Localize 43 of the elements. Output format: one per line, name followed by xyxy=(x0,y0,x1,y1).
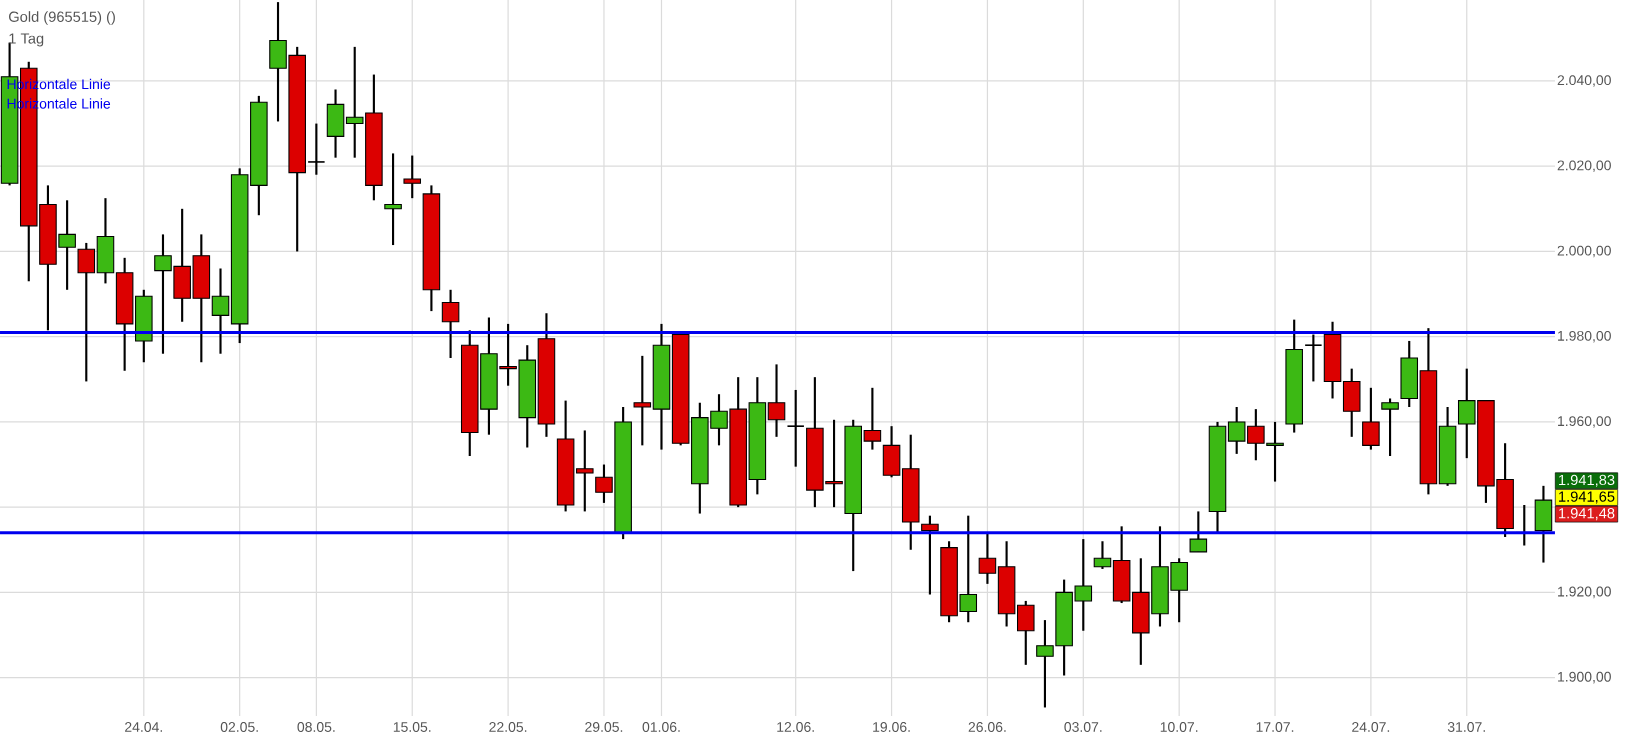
y-tick-label: 2.040,00 xyxy=(1557,75,1611,87)
x-tick-label: 15.05. xyxy=(393,722,431,732)
text: 1.941,48 xyxy=(1559,508,1615,521)
candlestick xyxy=(441,288,460,360)
candlestick xyxy=(307,122,326,176)
text: 1 Tag xyxy=(9,33,44,47)
x-tick-label: 29.05. xyxy=(585,722,623,732)
x-tick-label: 03.07. xyxy=(1064,722,1102,732)
x-tick-label: 22.05. xyxy=(489,722,527,732)
y-tick-label: 2.020,00 xyxy=(1557,160,1611,172)
x-tick-label: 17.07. xyxy=(1256,722,1294,732)
x-tick-label: 24.04. xyxy=(125,722,162,732)
candlestick xyxy=(786,388,805,468)
x-tick-label: 12.06. xyxy=(777,722,814,732)
y-tick-label: 1.960,00 xyxy=(1558,416,1611,428)
y-tick-label: 1.980,00 xyxy=(1558,330,1611,343)
y-tick-label: 1.920,00 xyxy=(1558,586,1611,599)
candlestick xyxy=(211,267,230,355)
x-tick-label: 31.07. xyxy=(1447,722,1485,732)
candlestick xyxy=(767,363,786,438)
x-tick-label: 08.05. xyxy=(297,722,335,732)
candlestick xyxy=(1093,540,1112,571)
candlestick xyxy=(978,531,997,585)
candlestick xyxy=(384,152,402,247)
candlestick xyxy=(633,354,652,447)
candlestick xyxy=(1189,510,1208,553)
x-tick-label: 02.05. xyxy=(220,722,258,732)
candlestick xyxy=(921,514,939,596)
text: 1.941,83 xyxy=(1559,474,1615,487)
x-tick-label: 26.06. xyxy=(968,722,1006,732)
x-tick-label: 24.07. xyxy=(1352,722,1390,732)
text: Gold (965515) () xyxy=(9,11,115,25)
text: 1.941,65 xyxy=(1559,491,1615,504)
candlestick xyxy=(1381,397,1399,458)
candlestick xyxy=(403,154,422,200)
x-tick-label: 10.07. xyxy=(1160,722,1198,732)
y-tick-label: 2.000,00 xyxy=(1557,245,1611,258)
candlestick xyxy=(77,241,96,383)
x-tick-label: 01.06. xyxy=(642,722,680,732)
candlestick xyxy=(1362,386,1380,451)
candlestick xyxy=(1304,333,1323,383)
y-tick-label: 1.900,00 xyxy=(1558,671,1611,684)
x-tick-label: 19.06. xyxy=(873,722,910,732)
